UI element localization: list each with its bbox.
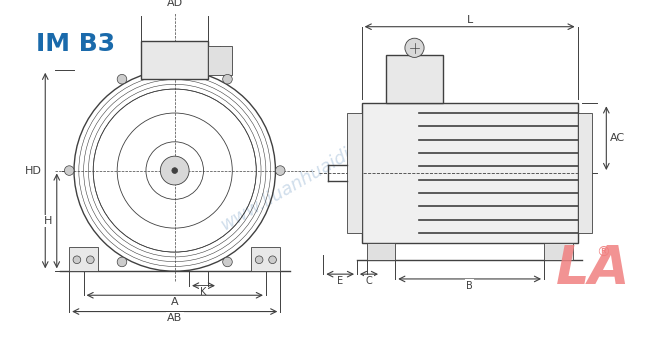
Circle shape xyxy=(405,38,424,57)
Bar xyxy=(141,41,208,79)
Circle shape xyxy=(276,166,285,175)
Circle shape xyxy=(161,156,189,185)
Text: AC: AC xyxy=(610,133,625,143)
Text: B: B xyxy=(466,280,473,291)
Bar xyxy=(347,113,362,233)
Text: HD: HD xyxy=(25,166,42,176)
Text: A: A xyxy=(171,297,179,307)
Circle shape xyxy=(255,256,263,263)
Circle shape xyxy=(117,74,127,84)
Circle shape xyxy=(86,256,94,263)
Circle shape xyxy=(117,257,127,267)
Circle shape xyxy=(268,256,276,263)
Text: LA: LA xyxy=(556,243,630,295)
Bar xyxy=(252,247,280,271)
Text: K: K xyxy=(200,287,207,298)
Text: AB: AB xyxy=(167,313,183,323)
Circle shape xyxy=(223,257,232,267)
Bar xyxy=(367,243,395,260)
Text: L: L xyxy=(467,15,473,25)
Text: ®: ® xyxy=(596,246,610,260)
Bar xyxy=(362,103,578,243)
Bar xyxy=(578,113,592,233)
Text: E: E xyxy=(337,276,343,286)
Text: www.liuanhuaidianji.com: www.liuanhuaidianji.com xyxy=(217,107,420,235)
Circle shape xyxy=(172,168,177,173)
Text: H: H xyxy=(44,216,52,226)
Text: C: C xyxy=(365,276,372,286)
Bar xyxy=(208,46,232,75)
Text: AD: AD xyxy=(166,0,183,8)
Bar xyxy=(544,243,573,260)
Circle shape xyxy=(223,74,232,84)
Bar xyxy=(385,55,443,103)
Text: IM B3: IM B3 xyxy=(36,32,115,55)
Bar xyxy=(70,247,98,271)
Circle shape xyxy=(64,166,74,175)
Circle shape xyxy=(73,256,81,263)
